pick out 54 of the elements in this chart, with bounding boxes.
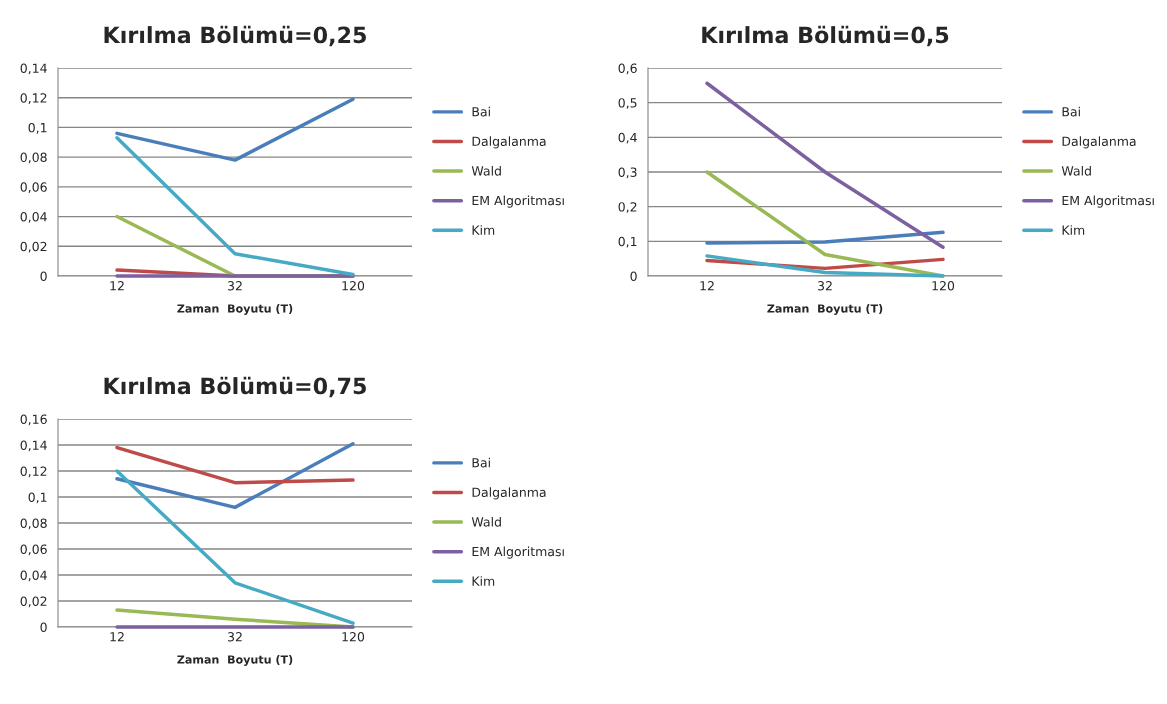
x-tick-label: 12 (700, 281, 714, 291)
y-tick-label: 0,16 (20, 414, 47, 426)
x-tick-label: 32 (228, 632, 242, 642)
y-tick-label: 0,08 (20, 152, 47, 164)
y-tick-label: 0,1 (28, 492, 47, 504)
y-tick-label: 0,14 (20, 63, 47, 75)
chart-title: Kırılma Bölümü=0,5 (702, 25, 949, 47)
x-tick-label: 12 (110, 281, 124, 291)
x-tick-label: 32 (818, 281, 832, 291)
y-tick-label: 0,12 (20, 466, 47, 478)
legend-label: Wald (471, 516, 501, 527)
legend-label: Kim (472, 225, 495, 235)
x-tick-label: 120 (342, 632, 365, 642)
legend-label: Wald (1061, 165, 1091, 176)
x-tick-label: 32 (228, 281, 242, 291)
y-tick-label: 0,02 (20, 596, 47, 608)
y-tick-label: 0,5 (618, 98, 637, 109)
legend-label: Bai (1062, 106, 1080, 117)
legend-label: Kim (1062, 225, 1085, 235)
legend-label: EM Algoritması (472, 546, 564, 559)
x-tick-label: 120 (932, 281, 955, 291)
x-tick-label: 12 (110, 632, 124, 642)
y-tick-label: 0,04 (20, 570, 47, 582)
y-tick-label: 0 (630, 271, 637, 281)
y-tick-label: 0,02 (20, 241, 47, 253)
legend-label: Bai (472, 106, 490, 117)
y-tick-label: 0,14 (20, 440, 47, 452)
y-tick-label: 0 (40, 271, 47, 281)
y-tick-label: 0,06 (20, 182, 47, 194)
legend-label: EM Algoritması (1062, 195, 1154, 208)
legend-label: EM Algoritması (472, 195, 564, 208)
chart-title: Kırılma Bölümü=0,75 (104, 376, 366, 398)
y-tick-label: 0,3 (618, 167, 637, 179)
y-tick-label: 0,1 (28, 122, 47, 134)
chart-title: Kırılma Bölümü=0,25 (104, 25, 366, 47)
x-tick-label: 120 (342, 281, 365, 291)
y-tick-label: 0,4 (618, 132, 637, 144)
x-axis-title: Zaman Boyutu (T) (177, 655, 293, 666)
legend-label: Dalgalanma (472, 136, 546, 149)
x-axis-title: Zaman Boyutu (T) (767, 304, 883, 315)
legend-label: Dalgalanma (472, 487, 546, 500)
y-tick-label: 0,1 (618, 236, 637, 248)
y-tick-label: 0,12 (20, 93, 47, 104)
y-tick-label: 0,2 (618, 202, 637, 213)
legend-label: Dalgalanma (1062, 136, 1136, 149)
x-axis-title: Zaman Boyutu (T) (177, 304, 293, 315)
y-tick-label: 0,04 (20, 212, 47, 223)
legend-label: Wald (471, 165, 501, 176)
y-tick-label: 0,6 (618, 63, 637, 75)
legend-label: Kim (472, 576, 495, 586)
y-tick-label: 0,06 (20, 544, 47, 556)
y-tick-label: 0 (40, 622, 47, 632)
y-tick-label: 0,08 (20, 518, 47, 530)
legend-label: Bai (472, 457, 490, 468)
